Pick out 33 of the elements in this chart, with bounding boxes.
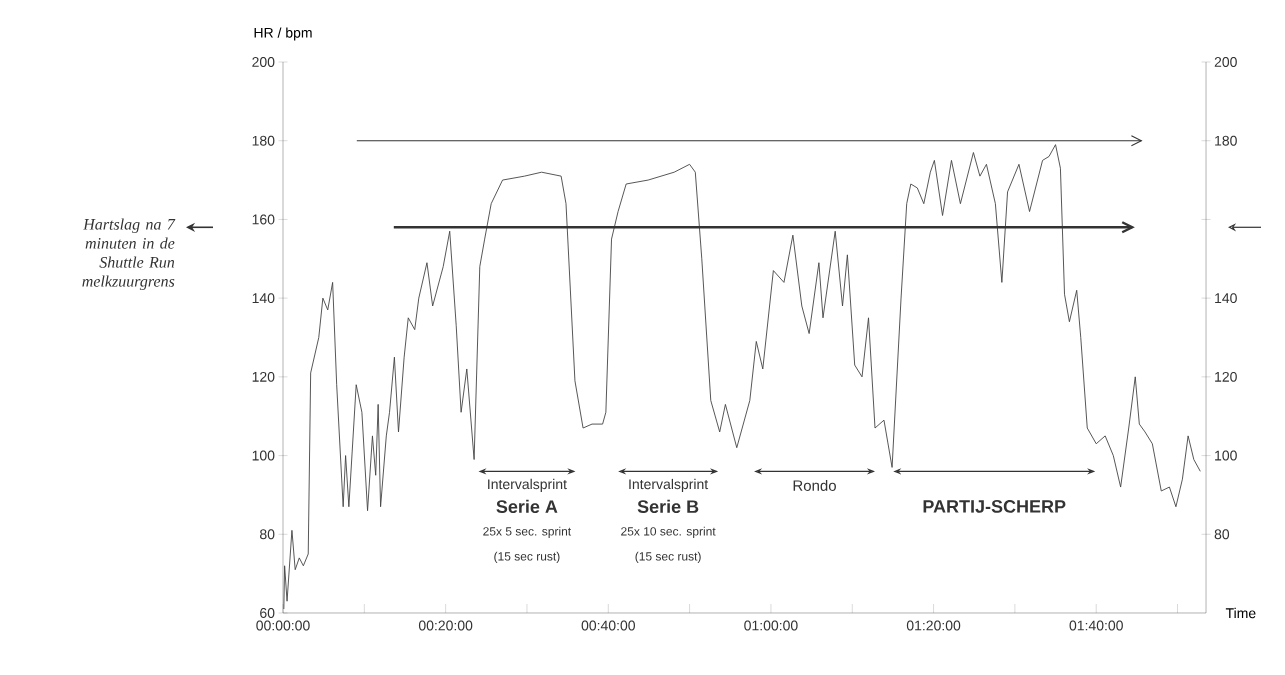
y-axis-title: HR / bpm: [254, 27, 312, 41]
y-tick-label: 200: [252, 57, 275, 67]
y-tick-label: 140: [252, 293, 275, 304]
x-tick-label: 00:00:00: [256, 620, 310, 631]
annotation: Serie A: [496, 499, 558, 513]
annotation: (15 sec rust): [494, 551, 560, 563]
y-tick-label: 160: [252, 214, 275, 225]
annotation: Serie B: [637, 499, 699, 513]
y-tick-label: 80: [260, 529, 275, 540]
x-tick-label: 01:40:00: [1069, 620, 1123, 631]
x-tick-label: 00:40:00: [581, 620, 636, 631]
x-tick-label: 01:00:00: [744, 620, 798, 631]
y2-tick-label: 80: [1214, 529, 1230, 540]
y-tick-label: 60: [260, 608, 275, 618]
y-tick-label: 100: [252, 450, 275, 461]
legend-label: Hartslag na 7 minuten in de Shuttle Run melkzuurgrens: [82, 218, 176, 290]
x-tick-label: 01:20:00: [906, 620, 961, 631]
y2-tick-label: 140: [1215, 293, 1237, 304]
annotation: Rondo: [793, 479, 836, 491]
annotation: 25x 5 sec. sprint: [483, 526, 572, 538]
y2-tick-label: 120: [1215, 371, 1237, 382]
annotation: Intervalsprint: [629, 478, 709, 492]
annotation: (15 sec rust): [635, 551, 701, 563]
y2-tick-label: 180: [1215, 135, 1237, 146]
annotation: Intervalsprint: [488, 478, 567, 492]
annotation: PARTIJ-SCHERP: [923, 500, 1066, 513]
x-tick-label: 00:20:00: [418, 620, 473, 631]
y-tick-label: 180: [252, 135, 275, 146]
x-axis-title: Time: [1225, 607, 1256, 619]
y-tick-label: 120: [252, 371, 275, 382]
y2-tick-label: 100: [1215, 450, 1237, 461]
annotation: 25x 10 sec. sprint: [621, 526, 716, 538]
y2-tick-label: 200: [1214, 57, 1237, 67]
